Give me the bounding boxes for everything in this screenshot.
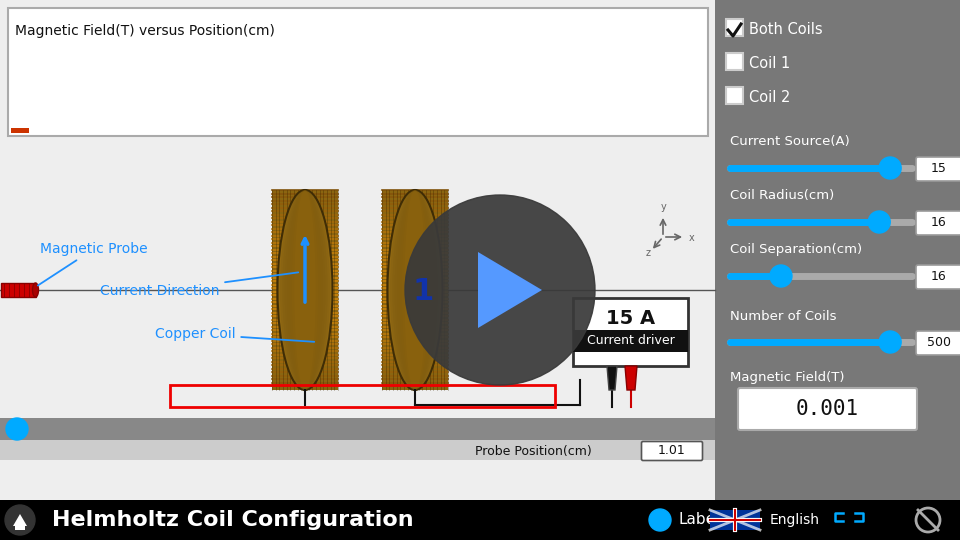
Ellipse shape [290, 190, 321, 390]
FancyBboxPatch shape [916, 331, 960, 355]
Bar [710, 510, 760, 530]
Ellipse shape [287, 190, 323, 390]
Ellipse shape [395, 190, 435, 390]
Ellipse shape [295, 190, 316, 390]
Text: 1: 1 [413, 278, 434, 307]
Ellipse shape [390, 190, 440, 390]
Text: Magnetic Field(T): Magnetic Field(T) [730, 372, 845, 384]
Circle shape [5, 505, 35, 535]
Text: Copper Coil: Copper Coil [155, 327, 314, 342]
Bar [726, 53, 743, 70]
Bar [0, 0, 715, 500]
Text: 15: 15 [931, 163, 947, 176]
Text: Magnetic Probe: Magnetic Probe [37, 242, 148, 286]
Bar [272, 190, 338, 390]
Bar [715, 0, 960, 500]
Text: Coil 1: Coil 1 [749, 56, 790, 71]
Bar [726, 87, 743, 104]
Ellipse shape [292, 190, 318, 390]
Text: 16: 16 [931, 271, 947, 284]
FancyBboxPatch shape [738, 388, 917, 430]
FancyBboxPatch shape [641, 442, 703, 461]
Ellipse shape [391, 190, 440, 390]
Ellipse shape [33, 283, 38, 297]
Ellipse shape [399, 190, 430, 390]
Text: Number of Coils: Number of Coils [730, 309, 836, 322]
Circle shape [770, 265, 792, 287]
Ellipse shape [277, 190, 332, 390]
FancyBboxPatch shape [916, 211, 960, 235]
Text: Coil Separation(cm): Coil Separation(cm) [730, 244, 862, 256]
Polygon shape [625, 366, 637, 390]
Text: 15 A: 15 A [606, 309, 655, 328]
Text: Helmholtz Coil Configuration: Helmholtz Coil Configuration [52, 510, 414, 530]
Polygon shape [478, 252, 542, 328]
Ellipse shape [397, 190, 433, 390]
Bar [0, 440, 715, 460]
Ellipse shape [388, 190, 443, 390]
Text: Label: Label [678, 512, 719, 528]
Text: 16: 16 [931, 217, 947, 230]
Text: Coil Radius(cm): Coil Radius(cm) [730, 190, 834, 202]
Ellipse shape [280, 190, 330, 390]
Bar [11, 128, 29, 133]
Bar [726, 19, 743, 36]
Circle shape [649, 509, 671, 531]
Circle shape [6, 418, 28, 440]
Bar [8, 8, 708, 136]
FancyBboxPatch shape [916, 265, 960, 289]
Text: Coil 2: Coil 2 [749, 90, 790, 105]
Polygon shape [607, 366, 617, 390]
Text: 1.01: 1.01 [659, 444, 685, 457]
Text: 500: 500 [927, 336, 951, 349]
Text: English: English [770, 513, 820, 527]
Text: x: x [689, 233, 695, 243]
Polygon shape [13, 514, 27, 530]
Text: z: z [646, 248, 651, 258]
Ellipse shape [282, 190, 327, 390]
Bar [170, 385, 555, 407]
Bar [1, 283, 36, 297]
Bar [573, 330, 688, 352]
Circle shape [879, 157, 901, 179]
Bar [0, 418, 715, 440]
Ellipse shape [393, 190, 438, 390]
Circle shape [405, 195, 595, 385]
Bar [0, 500, 960, 540]
Ellipse shape [280, 190, 329, 390]
Text: 0.001: 0.001 [796, 399, 858, 419]
Text: y: y [661, 202, 667, 212]
Text: Current driver: Current driver [587, 334, 674, 348]
Text: Current Source(A): Current Source(A) [730, 136, 850, 148]
Text: Both Coils: Both Coils [749, 22, 823, 37]
FancyBboxPatch shape [916, 157, 960, 181]
Ellipse shape [402, 190, 428, 390]
Ellipse shape [404, 190, 425, 390]
Text: Current Direction: Current Direction [100, 272, 299, 298]
Text: Magnetic Field(T) versus Position(cm): Magnetic Field(T) versus Position(cm) [15, 24, 275, 38]
Ellipse shape [285, 190, 325, 390]
Circle shape [879, 331, 901, 353]
Ellipse shape [388, 190, 443, 390]
Ellipse shape [277, 190, 332, 390]
Circle shape [868, 211, 890, 233]
Text: Probe Position(cm): Probe Position(cm) [475, 446, 591, 458]
Bar [382, 190, 448, 390]
Bar [573, 298, 688, 366]
